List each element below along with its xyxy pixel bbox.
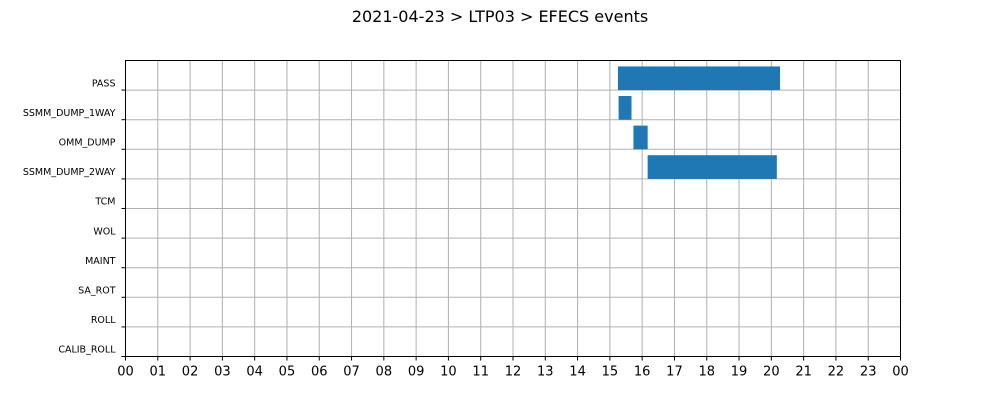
x-tick-label: 12 [505,365,522,380]
x-tick-label: 09 [408,365,425,380]
x-tick-label: 00 [117,365,134,380]
x-tick-label: 03 [214,365,231,380]
y-axis: PASS SSMM_DUMP_1WAY OMM_DUMP SSMM_DUMP_2WAY… [23,78,126,357]
x-axis: 00 01 02 03 04 05 06 07 08 09 10 11 12 13 14 15 16 17 18 19… [117,356,909,380]
grid [125,60,901,357]
x-tick-label: 02 [182,365,199,380]
x-tick-label: 17 [666,365,683,380]
x-tick-label: 11 [472,365,489,380]
x-tick-label: 16 [634,365,651,380]
event-bar-ssmm-dump-1way [618,96,632,120]
event-bar-pass [617,66,781,91]
x-tick-label: 18 [698,365,715,380]
x-tick-label: 07 [343,365,360,380]
y-tick-label: CALIB_ROLL [58,345,116,356]
y-tick-label: SSMM_DUMP_1WAY [23,108,116,119]
plot-frame [125,60,901,357]
y-tick-label: SA_ROT [78,285,116,296]
x-tick-label: 01 [150,365,167,380]
x-tick-label: 19 [731,365,748,380]
y-tick-label: SSMM_DUMP_2WAY [23,167,116,178]
x-tick-label: 10 [440,365,457,380]
x-tick-label: 04 [246,365,263,380]
event-bar-ssmm-dump-2way [647,155,777,179]
x-tick-label: 21 [795,365,812,380]
x-tick-label: 22 [828,365,845,380]
y-tick-label: PASS [92,78,116,89]
x-tick-label: 15 [602,365,619,380]
y-tick-label: OMM_DUMP [59,137,116,148]
event-bar-omm-dump [633,125,648,150]
x-tick-label: 14 [569,365,586,380]
x-tick-label: 23 [860,365,877,380]
y-tick-label: TCM [94,197,115,208]
chart-title: 2021-04-23 > LTP03 > EFECS events [352,7,648,26]
x-tick-label: 06 [311,365,328,380]
x-tick-label: 20 [763,365,780,380]
y-tick-label: ROLL [91,315,116,326]
x-tick-label: 08 [376,365,393,380]
bars [617,66,781,179]
y-tick-label: MAINT [85,256,116,267]
x-tick-label: 00 [892,365,909,380]
x-tick-label: 05 [279,365,296,380]
y-tick-label: WOL [93,226,116,237]
x-tick-label: 13 [537,365,554,380]
